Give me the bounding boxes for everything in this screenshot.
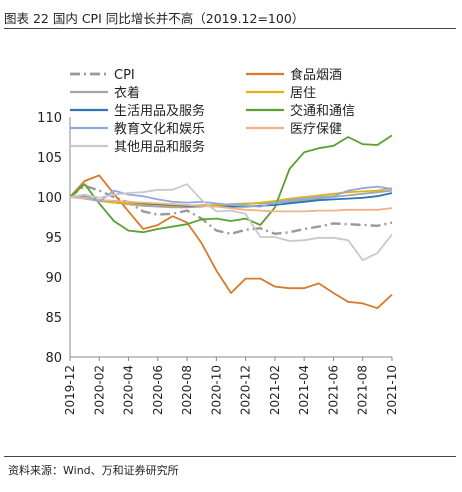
y-tick-label: 100 <box>37 191 62 206</box>
y-tick-label: 105 <box>37 151 62 166</box>
y-tick-label: 85 <box>45 311 62 326</box>
x-tick-label: 2020-12 <box>239 365 253 415</box>
series-line <box>70 187 393 207</box>
x-tick-label: 2020-06 <box>151 365 165 415</box>
y-tick-label: 110 <box>37 111 62 126</box>
figure-title: 图表 22 国内 CPI 同比增长并不高（2019.12=100） <box>4 11 305 26</box>
x-tick-label: 2020-08 <box>180 365 194 415</box>
series-line <box>69 196 393 213</box>
x-tick-label: 2020-02 <box>92 365 106 415</box>
legend-label: 其他用品和服务 <box>114 139 205 155</box>
x-tick-label: 2021-08 <box>356 365 370 415</box>
legend-label: 衣着 <box>114 85 140 101</box>
series-line <box>69 174 393 310</box>
source-divider <box>4 456 456 457</box>
legend-label: 居住 <box>290 86 316 101</box>
series-line <box>69 134 393 234</box>
y-tick-label: 80 <box>45 351 62 366</box>
legend-label: 食品烟酒 <box>290 67 342 83</box>
x-tick-label: 2021-02 <box>268 365 282 415</box>
x-tick-label: 2019-12 <box>63 365 77 415</box>
x-tick-label: 2021-04 <box>297 365 311 415</box>
y-tick-label: 90 <box>45 271 62 286</box>
title-divider <box>4 28 456 29</box>
legend-label: 医疗保健 <box>290 122 342 137</box>
series-line <box>69 183 393 262</box>
legend-label: 教育文化和娱乐 <box>114 121 205 137</box>
x-tick-label: 2020-04 <box>122 365 136 415</box>
source-note: 资料来源：Wind、万和证券研究所 <box>8 464 179 477</box>
legend-label: 交通和通信 <box>290 103 355 119</box>
legend-label: 生活用品及服务 <box>114 103 205 119</box>
legend-label: CPI <box>114 68 135 83</box>
x-tick-label: 2020-10 <box>209 365 223 415</box>
x-tick-label: 2021-06 <box>326 365 340 415</box>
y-tick-label: 95 <box>45 231 62 246</box>
x-tick-label: 2021-10 <box>385 365 399 415</box>
